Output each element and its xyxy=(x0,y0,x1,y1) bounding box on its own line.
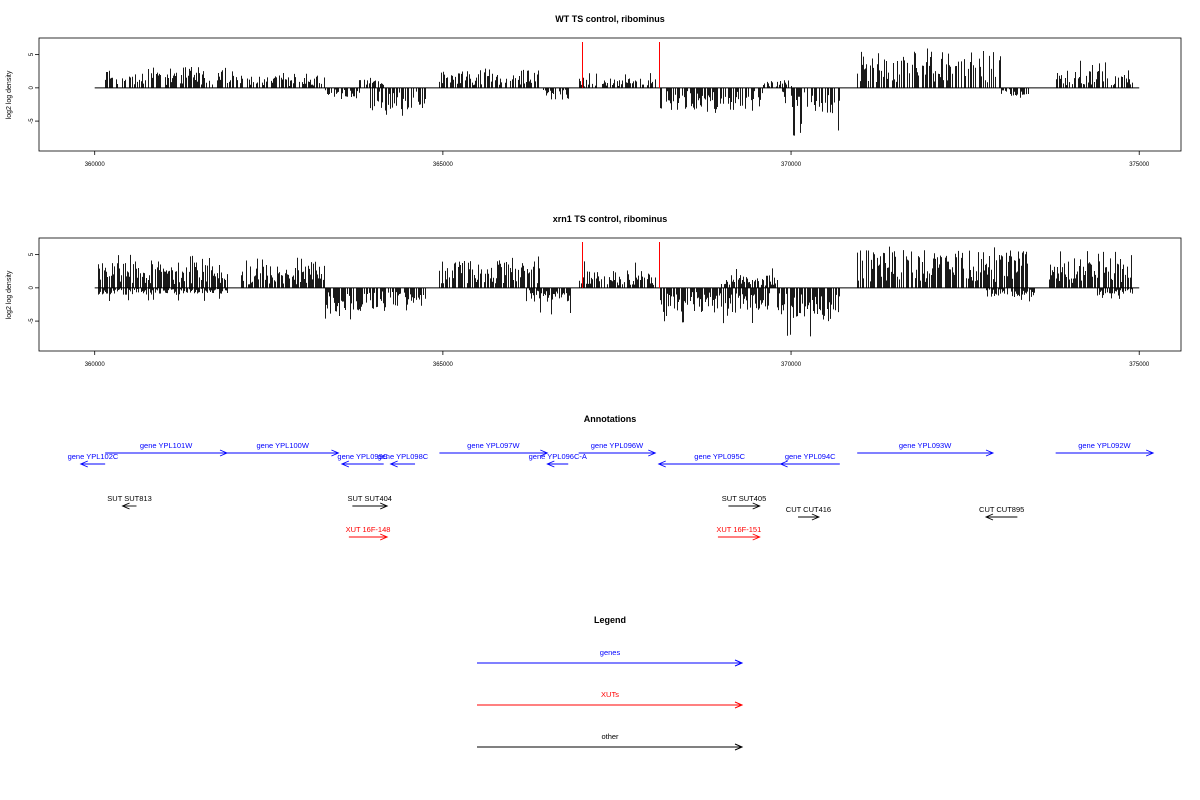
legend-label: other xyxy=(601,732,619,741)
wt-bars-group xyxy=(94,41,1140,136)
xrn1-density-panel: xrn1 TS control, ribominus log2 log dens… xyxy=(6,214,1182,368)
annotation-arrowhead xyxy=(331,449,340,457)
wt-x-tick-label: 375000 xyxy=(1129,162,1150,168)
wt-density-panel: WT TS control, ribominus log2 log densit… xyxy=(6,14,1182,168)
annotation-arrowhead xyxy=(121,502,130,510)
legend-item: genes xyxy=(477,648,744,667)
wt-plot-frame xyxy=(38,37,1182,152)
annotation-label: XUT 16F-151 xyxy=(716,525,761,534)
wt-panel-title: WT TS control, ribominus xyxy=(555,14,665,24)
xrn1-y-axis-label: log2 log density xyxy=(6,270,13,319)
xrn1-x-tick-label: 365000 xyxy=(433,362,454,368)
annotation-label: gene YPL102C xyxy=(68,452,119,461)
annotation-arrowhead xyxy=(985,449,995,457)
annotation-arrowhead xyxy=(389,460,398,468)
wt-y-tick-label: 0 xyxy=(29,86,35,90)
annotation-other: SUT SUT405 xyxy=(722,494,766,510)
annotation-other: CUT CUT416 xyxy=(786,505,831,521)
legend-panel: Legend genes XUTs other xyxy=(477,615,744,751)
annotation-label: CUT CUT416 xyxy=(786,505,831,514)
annotation-arrowhead xyxy=(984,513,994,521)
wt-y-axis-label: log2 log density xyxy=(6,70,13,119)
annotation-label: CUT CUT895 xyxy=(979,505,1024,514)
annotation-label: gene YPL098C xyxy=(377,452,428,461)
annotation-label: SUT SUT404 xyxy=(348,494,392,503)
xrn1-y-tick-label: 0 xyxy=(29,286,35,290)
legend-label: genes xyxy=(600,648,621,657)
wt-x-tick-label: 365000 xyxy=(433,162,454,168)
annotation-label: gene YPL096C-A xyxy=(529,452,587,461)
annotations-title: Annotations xyxy=(584,414,637,424)
annotation-other: CUT CUT895 xyxy=(979,505,1024,521)
annotation-label: gene YPL100W xyxy=(257,441,310,450)
legend-items: genes XUTs other xyxy=(477,648,744,751)
annotation-label: gene YPL099C xyxy=(337,452,388,461)
annotation-arrowhead xyxy=(648,449,657,457)
annotation-arrowhead xyxy=(379,533,389,541)
xrn1-panel-title: xrn1 TS control, ribominus xyxy=(553,214,668,224)
xrn1-x-tick-label: 360000 xyxy=(85,362,106,368)
xrn1-bars-group xyxy=(94,241,1140,337)
xrn1-plot-frame xyxy=(38,237,1182,352)
annotation-label: gene YPL092W xyxy=(1078,441,1131,450)
annotation-label: gene YPL094C xyxy=(785,452,836,461)
annotation-xut: XUT 16F-148 xyxy=(346,525,391,541)
legend-arrowhead xyxy=(734,659,744,667)
xrn1-y-tick-label: -5 xyxy=(29,318,35,324)
annotation-label: SUT SUT405 xyxy=(722,494,766,503)
annotation-gene: gene YPL100W xyxy=(227,441,340,457)
annotation-label: gene YPL096W xyxy=(591,441,644,450)
xrn1-axes-group: -5 0 5 360000 365000 370000 375000 xyxy=(29,252,1150,368)
annotation-other: SUT SUT404 xyxy=(348,494,392,510)
annotation-label: SUT SUT813 xyxy=(107,494,151,503)
annotation-other: SUT SUT813 xyxy=(107,494,152,510)
annotation-arrowhead xyxy=(752,502,761,510)
annotation-arrowhead xyxy=(546,460,555,468)
legend-arrowhead xyxy=(734,701,744,709)
annotation-arrowhead xyxy=(657,460,666,468)
legend-label: XUTs xyxy=(601,690,619,699)
annotation-label: gene YPL095C xyxy=(694,452,745,461)
annotation-gene: gene YPL099C xyxy=(337,452,389,468)
annotation-gene: gene YPL092W xyxy=(1055,441,1155,457)
annotation-gene: gene YPL094C xyxy=(779,452,840,468)
legend-title: Legend xyxy=(594,615,626,625)
annotation-gene: gene YPL096C-A xyxy=(529,452,587,468)
annotation-label: gene YPL101W xyxy=(140,441,193,450)
annotation-arrowhead xyxy=(540,449,549,457)
annotation-gene: gene YPL102C xyxy=(68,452,119,468)
wt-y-tick-label: 5 xyxy=(29,52,35,56)
legend-item: XUTs xyxy=(477,690,744,709)
annotation-xut: XUT 16F-151 xyxy=(716,525,761,541)
annotation-gene: gene YPL096W xyxy=(578,441,657,457)
legend-item: other xyxy=(477,732,744,751)
annotation-gene: gene YPL097W xyxy=(439,441,549,457)
annotation-gene: gene YPL093W xyxy=(857,441,995,457)
annotation-items: gene YPL101W gene YPL102C gene YPL100W gene… xyxy=(68,441,1155,541)
annotation-label: gene YPL097W xyxy=(467,441,520,450)
annotation-gene: gene YPL095C xyxy=(657,452,781,468)
xrn1-x-tick-label: 370000 xyxy=(781,362,802,368)
wt-x-tick-label: 360000 xyxy=(85,162,106,168)
annotation-label: XUT 16F-148 xyxy=(346,525,391,534)
xrn1-y-tick-label: 5 xyxy=(29,252,35,256)
xrn1-x-tick-label: 375000 xyxy=(1129,362,1150,368)
annotation-arrowhead xyxy=(1145,449,1155,457)
annotation-arrowhead xyxy=(779,460,788,468)
annotation-gene: gene YPL101W xyxy=(105,441,229,457)
wt-y-tick-label: -5 xyxy=(29,118,35,124)
annotation-label: gene YPL093W xyxy=(899,441,952,450)
annotation-arrowhead xyxy=(340,460,350,468)
annotation-gene: gene YPL098C xyxy=(377,452,429,468)
wt-axes-group: -5 0 5 360000 365000 370000 375000 xyxy=(29,52,1150,168)
annotation-arrowhead xyxy=(219,449,229,457)
annotation-arrowhead xyxy=(79,460,88,468)
wt-x-tick-label: 370000 xyxy=(781,162,802,168)
annotation-arrowhead xyxy=(811,513,821,521)
annotation-arrowhead xyxy=(752,533,761,541)
legend-arrowhead xyxy=(734,743,744,751)
annotation-arrowhead xyxy=(379,502,389,510)
